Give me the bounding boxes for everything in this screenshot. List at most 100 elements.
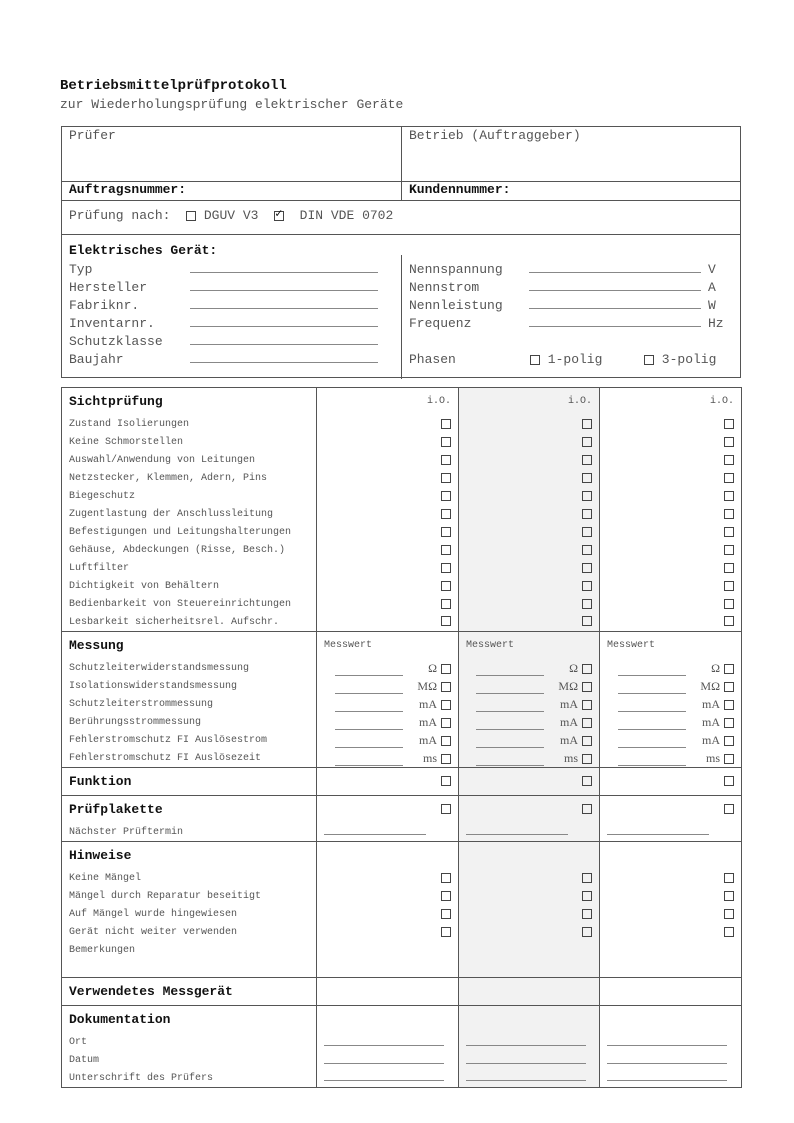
checkbox[interactable] xyxy=(724,544,734,555)
geraet-input-0[interactable] xyxy=(190,272,378,273)
auftragsnummer-field[interactable]: Auftragsnummer: xyxy=(69,182,187,197)
checkbox[interactable] xyxy=(582,664,592,675)
messwert-input[interactable] xyxy=(618,666,686,676)
checkbox[interactable] xyxy=(724,616,734,627)
col-2[interactable] xyxy=(458,977,600,1006)
checkbox[interactable] xyxy=(582,580,592,591)
checkbox[interactable] xyxy=(582,472,592,483)
checkbox[interactable] xyxy=(582,454,592,465)
checkbox[interactable] xyxy=(582,544,592,555)
messwert-input[interactable] xyxy=(335,702,403,712)
doku-input[interactable] xyxy=(324,1071,444,1082)
checkbox[interactable] xyxy=(724,775,734,786)
messwert-input[interactable] xyxy=(476,702,544,712)
checkbox[interactable] xyxy=(724,682,734,693)
checkbox[interactable] xyxy=(724,436,734,447)
checkbox[interactable] xyxy=(582,890,592,901)
doku-input[interactable] xyxy=(466,1071,586,1082)
betrieb-field[interactable]: Betrieb (Auftraggeber) xyxy=(409,128,581,143)
col-3[interactable] xyxy=(599,977,742,1006)
checkbox[interactable] xyxy=(582,418,592,429)
checkbox[interactable] xyxy=(724,472,734,483)
checkbox[interactable] xyxy=(724,526,734,537)
checkbox[interactable] xyxy=(441,754,451,765)
checkbox[interactable] xyxy=(441,803,451,814)
checkbox[interactable] xyxy=(441,718,451,729)
geraet-input-1[interactable] xyxy=(190,290,378,291)
checkbox[interactable] xyxy=(582,700,592,711)
messwert-input[interactable] xyxy=(335,684,403,694)
checkbox[interactable] xyxy=(441,890,451,901)
checkbox[interactable] xyxy=(724,580,734,591)
checkbox[interactable] xyxy=(724,418,734,429)
messwert-input[interactable] xyxy=(335,756,403,766)
geraet-input-2[interactable] xyxy=(190,308,378,309)
messwert-input[interactable] xyxy=(476,720,544,730)
col-1[interactable] xyxy=(316,977,459,1006)
geraet-input-r3[interactable] xyxy=(529,326,701,327)
checkbox[interactable] xyxy=(724,562,734,573)
phasen-checkbox[interactable] xyxy=(644,354,654,365)
pruefdatum-input[interactable] xyxy=(607,825,709,836)
checkbox[interactable] xyxy=(724,454,734,465)
checkbox[interactable] xyxy=(724,872,734,883)
checkbox[interactable] xyxy=(441,872,451,883)
checkbox[interactable] xyxy=(582,436,592,447)
checkbox[interactable] xyxy=(441,418,451,429)
checkbox[interactable] xyxy=(582,718,592,729)
doku-input[interactable] xyxy=(466,1036,586,1046)
checkbox[interactable] xyxy=(582,490,592,501)
checkbox[interactable] xyxy=(582,598,592,609)
checkbox[interactable] xyxy=(582,736,592,747)
checkbox[interactable] xyxy=(724,490,734,501)
checkbox[interactable] xyxy=(441,508,451,519)
checkbox[interactable] xyxy=(441,436,451,447)
doku-input[interactable] xyxy=(466,1054,586,1064)
pruefer-field[interactable]: Prüfer xyxy=(69,128,116,143)
checkbox[interactable] xyxy=(441,908,451,919)
messwert-input[interactable] xyxy=(618,720,686,730)
pruefdatum-input[interactable] xyxy=(324,825,426,836)
phasen-checkbox[interactable] xyxy=(530,354,540,365)
geraet-input-r2[interactable] xyxy=(529,308,701,309)
checkbox[interactable] xyxy=(441,562,451,573)
checkbox[interactable] xyxy=(441,926,451,937)
checkbox[interactable] xyxy=(724,598,734,609)
checkbox[interactable] xyxy=(441,616,451,627)
checkbox[interactable] xyxy=(582,754,592,765)
checkbox[interactable] xyxy=(724,736,734,747)
messwert-input[interactable] xyxy=(476,666,544,676)
checkbox[interactable] xyxy=(724,718,734,729)
doku-input[interactable] xyxy=(607,1036,727,1046)
checkbox[interactable] xyxy=(441,454,451,465)
doku-input[interactable] xyxy=(324,1054,444,1064)
phasen-option-0[interactable]: 1-polig xyxy=(530,352,602,367)
checkbox[interactable] xyxy=(582,872,592,883)
checkbox[interactable] xyxy=(441,736,451,747)
messwert-input[interactable] xyxy=(476,756,544,766)
checkbox[interactable] xyxy=(724,508,734,519)
geraet-input-5[interactable] xyxy=(190,362,378,363)
kundennummer-field[interactable]: Kundennummer: xyxy=(409,182,511,197)
geraet-input-r1[interactable] xyxy=(529,290,701,291)
messwert-input[interactable] xyxy=(618,756,686,766)
messwert-input[interactable] xyxy=(335,738,403,748)
checkbox[interactable] xyxy=(724,908,734,919)
dguv-checkbox[interactable] xyxy=(186,210,197,221)
checkbox[interactable] xyxy=(582,526,592,537)
checkbox[interactable] xyxy=(441,544,451,555)
doku-input[interactable] xyxy=(607,1054,727,1064)
geraet-input-4[interactable] xyxy=(190,344,378,345)
messwert-input[interactable] xyxy=(476,684,544,694)
messwert-input[interactable] xyxy=(335,720,403,730)
geraet-input-r0[interactable] xyxy=(529,272,701,273)
messwert-input[interactable] xyxy=(335,666,403,676)
doku-input[interactable] xyxy=(324,1036,444,1046)
phasen-option-1[interactable]: 3-polig xyxy=(644,352,716,367)
checkbox[interactable] xyxy=(724,890,734,901)
checkbox[interactable] xyxy=(582,616,592,627)
checkbox[interactable] xyxy=(724,664,734,675)
checkbox[interactable] xyxy=(582,908,592,919)
checkbox[interactable] xyxy=(582,508,592,519)
checkbox[interactable] xyxy=(724,803,734,814)
